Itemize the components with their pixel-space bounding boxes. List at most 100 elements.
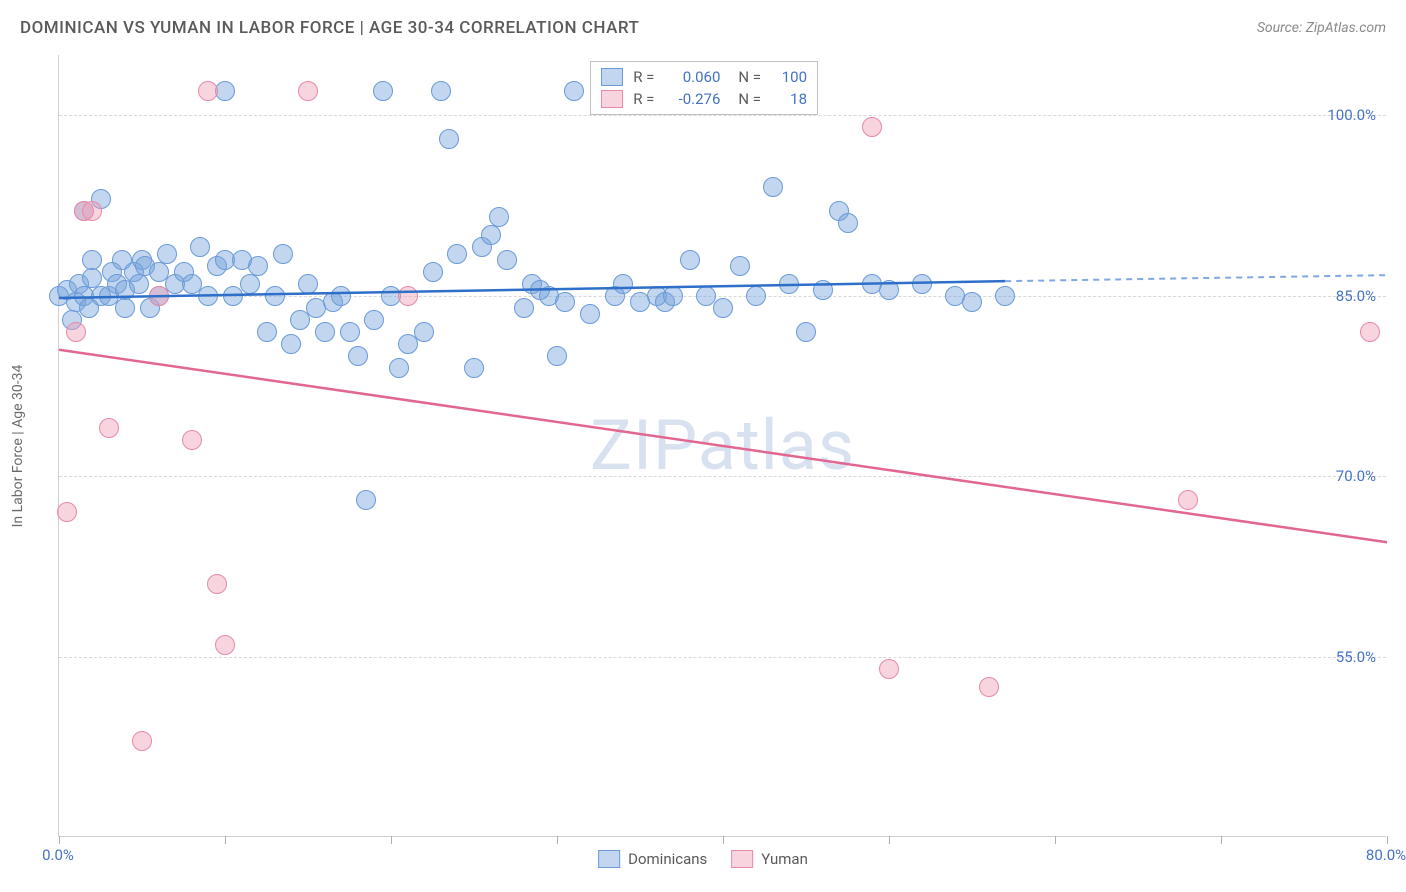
dominicans-point xyxy=(447,244,467,264)
gridline xyxy=(59,115,1386,116)
legend-swatch xyxy=(601,90,623,108)
dominicans-point xyxy=(340,322,360,342)
yuman-point xyxy=(149,286,169,306)
x-tick xyxy=(1387,836,1388,844)
dominicans-point xyxy=(257,322,277,342)
dominicans-point xyxy=(265,286,285,306)
x-tick-label: 80.0% xyxy=(1366,846,1406,864)
dominicans-point xyxy=(547,346,567,366)
trend-lines xyxy=(59,55,1386,836)
yuman-point xyxy=(1360,322,1380,342)
dominicans-point xyxy=(129,274,149,294)
yuman-point xyxy=(1178,490,1198,510)
dominicans-point xyxy=(82,250,102,270)
yuman-point xyxy=(207,574,227,594)
yuman-point xyxy=(57,502,77,522)
chart-plot-area: ZIPatlas 55.0% 70.0% 85.0% 100.0% R = 0.060 N … xyxy=(58,55,1386,837)
dominicans-point xyxy=(879,280,899,300)
r-label: R = xyxy=(633,90,654,108)
dominicans-point xyxy=(82,268,102,288)
dominicans-point xyxy=(489,207,509,227)
r-value: -0.276 xyxy=(664,90,720,108)
dominicans-point xyxy=(564,81,584,101)
dominicans-point xyxy=(364,310,384,330)
dominicans-point xyxy=(497,250,517,270)
yuman-point xyxy=(99,418,119,438)
dominicans-point xyxy=(348,346,368,366)
dominicans-point xyxy=(813,280,833,300)
dominicans-point xyxy=(356,490,376,510)
x-tick xyxy=(225,836,226,844)
dominicans-point xyxy=(439,129,459,149)
legend-swatch xyxy=(601,68,623,86)
dominicans-point xyxy=(240,274,260,294)
y-tick-label: 100.0% xyxy=(1327,106,1376,124)
dominicans-point xyxy=(190,237,210,257)
correlation-legend: R = 0.060 N = 100 R = -0.276 N = 18 xyxy=(590,61,818,115)
yuman-point xyxy=(198,81,218,101)
n-value: 18 xyxy=(771,90,807,108)
n-label: N = xyxy=(738,68,761,86)
y-tick-label: 55.0% xyxy=(1336,648,1376,666)
dominicans-point xyxy=(613,274,633,294)
dominicans-point xyxy=(481,225,501,245)
legend-swatch xyxy=(598,850,620,868)
yuman-point xyxy=(132,731,152,751)
dominicans-trendline-extrap xyxy=(1005,275,1387,281)
legend-label: Dominicans xyxy=(628,850,707,868)
chart-source: Source: ZipAtlas.com xyxy=(1257,20,1386,36)
yuman-point xyxy=(182,430,202,450)
gridline xyxy=(59,657,1386,658)
x-tick-label: 0.0% xyxy=(42,846,74,864)
watermark: ZIPatlas xyxy=(590,405,855,487)
dominicans-point xyxy=(389,358,409,378)
n-label: N = xyxy=(738,90,761,108)
dominicans-point xyxy=(663,286,683,306)
yuman-point xyxy=(979,677,999,697)
dominicans-point xyxy=(713,298,733,318)
dominicans-point xyxy=(555,292,575,312)
chart-header: DOMINICAN VS YUMAN IN LABOR FORCE | AGE … xyxy=(20,18,1386,38)
dominicans-point xyxy=(464,358,484,378)
dominicans-point xyxy=(730,256,750,276)
legend-row: R = 0.060 N = 100 xyxy=(601,66,807,88)
n-value: 100 xyxy=(771,68,807,86)
dominicans-point xyxy=(779,274,799,294)
gridline xyxy=(59,476,1386,477)
y-tick-label: 85.0% xyxy=(1336,287,1376,305)
dominicans-point xyxy=(198,286,218,306)
yuman-point xyxy=(82,201,102,221)
r-label: R = xyxy=(633,68,654,86)
dominicans-point xyxy=(315,322,335,342)
yuman-point xyxy=(298,81,318,101)
legend-swatch xyxy=(731,850,753,868)
yuman-point xyxy=(215,635,235,655)
legend-label: Yuman xyxy=(761,850,808,868)
dominicans-point xyxy=(281,334,301,354)
dominicans-point xyxy=(248,256,268,276)
legend-item: Dominicans xyxy=(598,850,707,868)
dominicans-point xyxy=(273,244,293,264)
dominicans-point xyxy=(680,250,700,270)
x-tick xyxy=(723,836,724,844)
dominicans-point xyxy=(580,304,600,324)
x-tick xyxy=(391,836,392,844)
yuman-trendline xyxy=(59,350,1387,542)
dominicans-point xyxy=(995,286,1015,306)
dominicans-point xyxy=(157,244,177,264)
r-value: 0.060 xyxy=(664,68,720,86)
dominicans-point xyxy=(331,286,351,306)
dominicans-point xyxy=(912,274,932,294)
dominicans-point xyxy=(796,322,816,342)
chart-title: DOMINICAN VS YUMAN IN LABOR FORCE | AGE … xyxy=(20,18,639,38)
dominicans-point xyxy=(431,81,451,101)
x-tick xyxy=(1055,836,1056,844)
series-legend: Dominicans Yuman xyxy=(598,850,808,868)
y-tick-label: 70.0% xyxy=(1336,467,1376,485)
x-tick xyxy=(1221,836,1222,844)
dominicans-point xyxy=(373,81,393,101)
yuman-point xyxy=(862,117,882,137)
dominicans-point xyxy=(514,298,534,318)
x-tick xyxy=(59,836,60,844)
x-tick xyxy=(889,836,890,844)
